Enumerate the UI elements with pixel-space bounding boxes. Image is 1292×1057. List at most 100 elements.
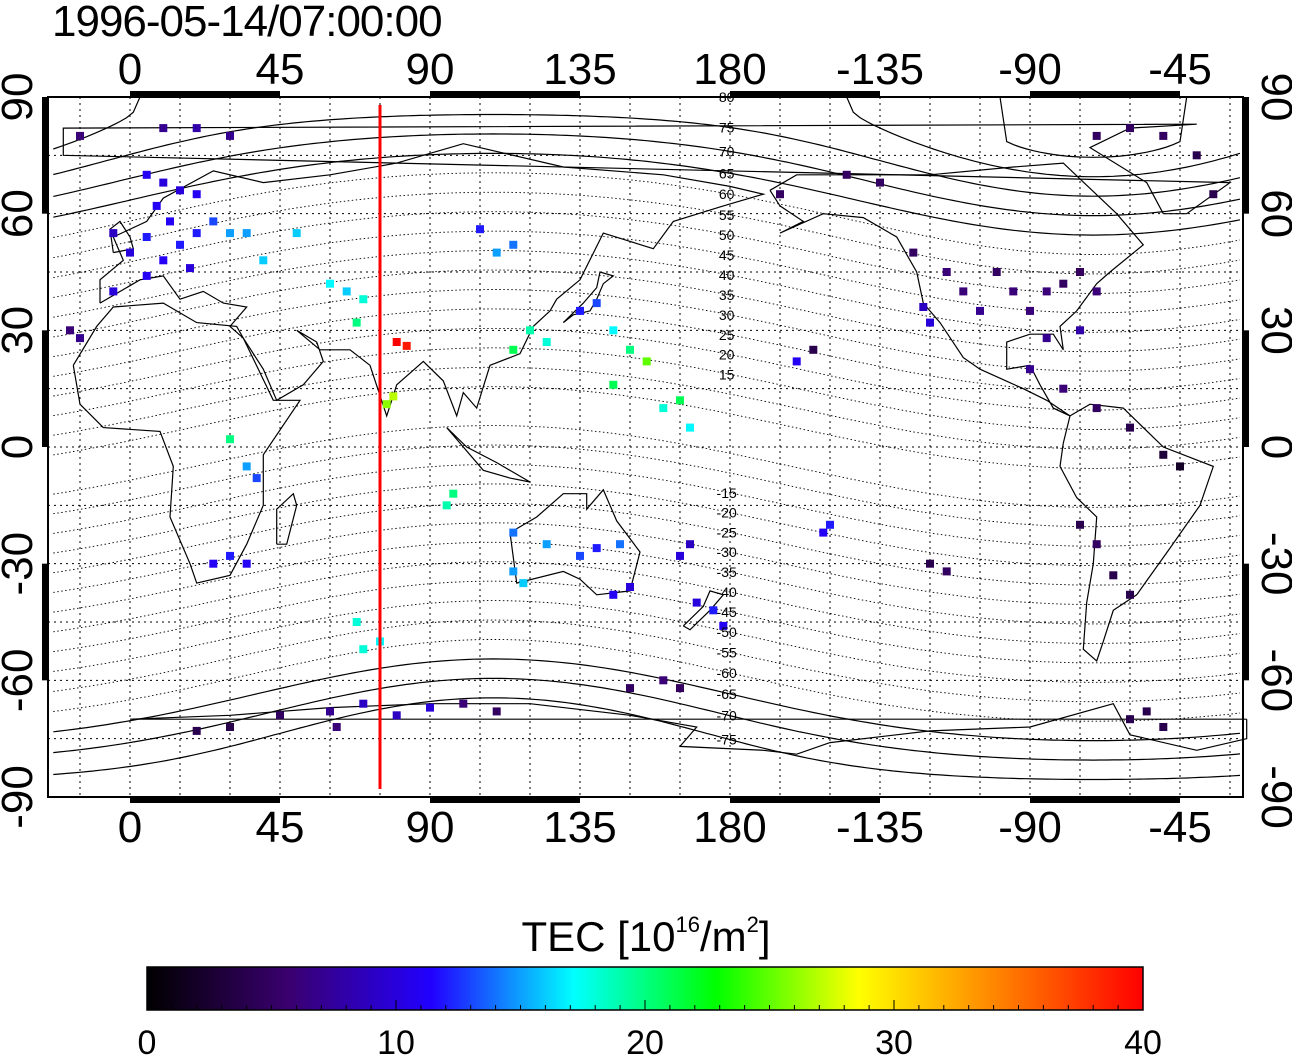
tec-observation-point	[276, 711, 284, 720]
lon-tick-label-top: -135	[836, 45, 924, 94]
tec-observation-point	[326, 707, 334, 716]
lat-tick-label-left: 30	[0, 306, 42, 355]
colorbar-tick-label: 40	[1124, 1024, 1162, 1057]
tec-observation-point	[1159, 723, 1168, 731]
tec-observation-point	[259, 256, 268, 265]
tec-observation-point	[159, 178, 168, 187]
tec-observation-point	[1092, 287, 1101, 296]
tec-observation-point	[1126, 423, 1134, 432]
map-gridlines	[48, 96, 1243, 798]
contour-label: 65	[719, 165, 735, 181]
tec-observation-point	[326, 279, 334, 288]
tec-observation-point	[592, 299, 601, 308]
tec-observation-point	[792, 357, 801, 366]
tec-observation-point	[992, 268, 1001, 276]
lat-tick-label-left: 60	[0, 189, 42, 238]
tec-observation-point	[359, 645, 368, 654]
tec-observation-point	[626, 684, 634, 693]
lon-tick-label-bottom: -135	[836, 803, 924, 852]
colorbar-title-exp2: 2	[746, 912, 759, 937]
tec-observation-point	[809, 345, 818, 354]
lon-tick-label-top: -45	[1148, 45, 1212, 94]
contour-label: -55	[717, 644, 737, 660]
tec-observation-point	[252, 474, 261, 483]
frame-bar-right	[1243, 97, 1249, 214]
tec-observation-point	[519, 579, 528, 588]
tec-observation-point	[686, 540, 694, 549]
frame-bar-top	[730, 91, 880, 97]
tec-observation-point	[942, 268, 951, 276]
tec-observation-point	[509, 240, 518, 249]
lat-tick-label-right: -60	[1252, 649, 1292, 713]
magnetic-latitude-contour	[53, 152, 1241, 236]
contour-label: 80	[719, 89, 735, 105]
tec-observation-point	[109, 229, 118, 238]
frame-bar-top	[1030, 91, 1180, 97]
magnetic-latitude-contour	[53, 386, 1241, 469]
tec-observation-point	[226, 551, 234, 560]
tec-observation-point	[352, 318, 361, 327]
frame-bar-bottom	[730, 797, 880, 803]
tec-observation-point	[576, 306, 584, 315]
tec-observation-point	[1176, 462, 1184, 471]
tec-observation-point	[1076, 268, 1084, 276]
coastline-south-america	[1059, 403, 1215, 662]
colorbar-tick-label: 10	[377, 1024, 415, 1057]
contour-label: 15	[719, 366, 735, 382]
colorbar-tick-label: 0	[138, 1024, 157, 1057]
tec-observation-point	[392, 338, 401, 346]
coastline-madagascar	[276, 492, 298, 545]
magnetic-latitude-contour	[53, 522, 1241, 605]
magnetic-latitude-contour	[53, 658, 1241, 742]
tec-observation-point	[919, 303, 928, 311]
contour-label: -35	[717, 564, 737, 580]
tec-observation-point	[359, 295, 368, 304]
tec-observation-point	[109, 287, 118, 296]
geomagnetic-contours	[53, 96, 1241, 781]
tec-observation-point	[1076, 326, 1084, 335]
contour-label: -25	[717, 524, 737, 540]
lat-tick-label-right: -30	[1252, 532, 1292, 596]
tec-observation-point	[152, 201, 161, 210]
colorbar-title-mid: /m	[699, 913, 747, 960]
lat-tick-label-left: -60	[0, 649, 42, 713]
tec-observation-point	[226, 229, 234, 238]
tec-observation-point	[926, 318, 934, 327]
magnetic-latitude-contour	[53, 639, 1241, 722]
tec-observation-point	[76, 131, 84, 140]
tec-observation-point	[1059, 279, 1068, 288]
tec-observation-point	[976, 306, 984, 315]
tec-observation-point	[389, 392, 398, 401]
contour-label: 70	[719, 143, 735, 159]
tec-observation-point	[226, 131, 234, 140]
tec-observation-point	[176, 186, 184, 195]
tec-observation-point	[242, 462, 251, 471]
tec-observation-point	[709, 606, 718, 615]
magnetic-latitude-contour	[53, 483, 1241, 567]
lat-tick-label-left: 90	[0, 73, 42, 122]
tec-observation-point	[242, 559, 251, 568]
frame-bar-left	[42, 97, 48, 214]
tec-observation-point	[359, 699, 368, 708]
contour-labels: 80 75 70 65 60 55 50 45 40 35 30 25 20 15 -15 -20 -25 -30…	[717, 89, 737, 748]
tec-observation-point	[1076, 520, 1084, 529]
lat-tick-label-left: 0	[0, 435, 42, 459]
lat-tick-label-left: -30	[0, 532, 42, 596]
frame-bar-left	[42, 330, 48, 447]
contour-label: 30	[719, 307, 735, 323]
contour-label: -45	[717, 604, 737, 620]
lon-tick-label-bottom: 180	[693, 803, 766, 852]
axis-tick-labels: 0045459090135135180180-135-135-90-90-45-…	[0, 45, 1292, 852]
tec-observation-point	[192, 124, 201, 133]
tec-observation-point	[492, 707, 501, 716]
tec-observation-point	[1126, 590, 1134, 599]
tec-observation-point	[192, 190, 201, 199]
contour-label: -30	[717, 544, 737, 560]
tec-observation-point	[1126, 715, 1134, 724]
contour-label: -75	[717, 732, 737, 748]
tec-observation-point	[142, 233, 151, 241]
tec-observation-point	[226, 435, 234, 444]
tec-observation-point	[876, 178, 884, 187]
tec-observation-point	[1092, 404, 1101, 413]
contour-label: 25	[719, 327, 735, 343]
